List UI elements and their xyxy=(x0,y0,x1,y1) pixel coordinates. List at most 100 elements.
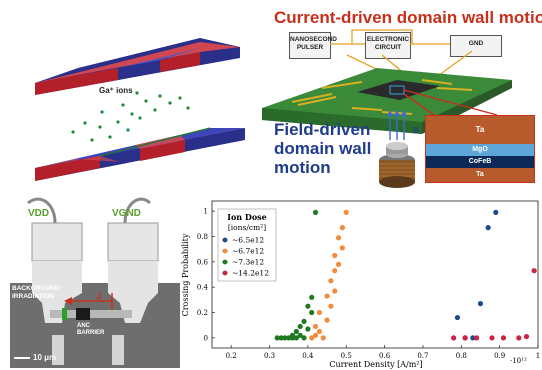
data-point xyxy=(309,335,315,341)
legend-label: ∼6.7e12 xyxy=(232,247,264,256)
data-point xyxy=(500,335,507,341)
x-tick-label: 0.4 xyxy=(302,352,314,360)
data-point xyxy=(301,335,307,341)
data-point xyxy=(328,278,334,284)
data-point xyxy=(516,335,522,341)
data-point xyxy=(297,332,303,338)
pulser-label: NANOSECOND PULSER xyxy=(290,36,337,51)
data-point xyxy=(477,301,484,307)
layer-ta-bottom: Ta xyxy=(426,168,534,182)
data-point xyxy=(485,225,491,231)
legend: Ion Dose [ions/cm²] ∼6.5e12 ∼6.7e12 ∼7.3e1… xyxy=(217,208,277,282)
data-point xyxy=(454,314,461,321)
data-point xyxy=(293,335,299,341)
data-point xyxy=(474,335,480,341)
x-tick-label: 0.6 xyxy=(379,352,391,360)
data-point xyxy=(470,335,476,341)
b-field-label: B xyxy=(413,126,419,135)
legend-label: ∼14.2e12 xyxy=(232,269,269,278)
data-point xyxy=(316,328,322,335)
crossing-probability-chart: 0.2 0.3 0.4 0.5 0.6 0.7 0.8 0.9 1 0 0.2 0.4 0.6 0.8 1… xyxy=(181,200,540,369)
current-driven-title: Current-driven domain wall motion xyxy=(274,8,542,27)
y-axis-label: Crossing Probability xyxy=(181,233,190,316)
pulser-box: NANOSECOND PULSER xyxy=(289,32,337,59)
y-tick-label: 0.4 xyxy=(197,284,209,292)
vdd-label: VDD xyxy=(28,208,50,219)
data-point xyxy=(320,335,326,341)
data-point xyxy=(328,303,334,309)
data-point xyxy=(462,335,468,341)
data-point xyxy=(297,323,303,330)
data-point xyxy=(339,245,345,251)
x-tick-label: 0.8 xyxy=(456,352,467,360)
legend-marker xyxy=(222,259,228,265)
x-tick-label: 0.2 xyxy=(226,352,237,360)
data-point xyxy=(312,323,319,330)
x-tick-label: 0.7 xyxy=(417,352,428,360)
legend-box xyxy=(217,208,277,282)
legend-subtitle: [ions/cm²] xyxy=(228,223,266,232)
data-point xyxy=(309,309,315,316)
layer-mgo: MgO xyxy=(426,144,534,156)
data-point xyxy=(305,326,311,332)
data-point xyxy=(278,335,284,341)
data-point xyxy=(332,288,338,294)
circuit-label: ELECTRONIC CIRCUIT xyxy=(366,36,410,51)
barrier-label: ANC BARRIER xyxy=(77,323,105,336)
lower-wire xyxy=(35,127,245,181)
data-point xyxy=(343,209,349,216)
y-tick-label: 0.2 xyxy=(197,309,208,317)
x-axis-label: Current Density [A/m²] xyxy=(329,360,422,369)
data-point xyxy=(274,335,280,341)
data-point xyxy=(286,335,292,341)
x-tick-label: 0.5 xyxy=(341,352,352,360)
y-tick-label: 1 xyxy=(204,208,208,216)
data-point xyxy=(301,318,307,324)
upper-wire xyxy=(35,38,240,95)
layer-ta-top: Ta xyxy=(426,116,534,144)
field-driven-title: Field-driven domain wall motion xyxy=(274,120,372,177)
x-multiplier: ·10¹² xyxy=(510,357,527,365)
circuit-box: ELECTRONIC CIRCUIT xyxy=(365,32,411,59)
data-point xyxy=(451,335,457,341)
x-tick-label: 0.9 xyxy=(494,352,505,360)
gnd-box: GND xyxy=(450,35,502,57)
data-point xyxy=(335,235,342,241)
legend-items: ∼6.5e12 ∼6.7e12 ∼7.3e12 ∼14.2e12 xyxy=(222,236,269,278)
x-axis-ticks: 0.2 0.3 0.4 0.5 0.6 0.7 0.8 0.9 1 xyxy=(226,345,540,360)
data-point xyxy=(312,209,319,216)
layer-cofeb: CoFeB xyxy=(426,156,534,168)
data-point xyxy=(282,335,288,341)
gnd-label: GND xyxy=(468,40,484,47)
data-point xyxy=(531,268,537,274)
data-point xyxy=(324,293,330,299)
legend-label: ∼6.5e12 xyxy=(232,236,264,245)
nanowire-illustration xyxy=(35,38,245,181)
ion-dots xyxy=(71,91,190,142)
data-point xyxy=(493,209,499,216)
data-point xyxy=(309,294,315,300)
data-points xyxy=(274,209,537,341)
vgnd-label: VGND xyxy=(112,208,141,219)
data-point xyxy=(312,332,319,338)
data-point xyxy=(332,268,338,274)
legend-label: ∼7.3e12 xyxy=(232,258,264,267)
data-point xyxy=(335,261,342,267)
layer-stack: Ta MgO CoFeB Ta xyxy=(425,115,535,183)
x-tick-label: 0.3 xyxy=(264,352,275,360)
legend-title: Ion Dose xyxy=(227,212,267,222)
legend-marker xyxy=(222,237,228,243)
legend-marker xyxy=(222,270,228,276)
y-tick-label: 0.6 xyxy=(197,258,209,266)
y-tick-label: 0.8 xyxy=(197,233,208,241)
x-tick-label: 1 xyxy=(536,352,540,360)
legend-marker xyxy=(222,248,228,254)
j-label: J xyxy=(96,291,102,301)
irradiation-label: BACKGROUND IRRADIATION xyxy=(12,285,60,300)
data-point xyxy=(489,335,495,341)
data-point xyxy=(523,333,530,340)
device-micrograph xyxy=(10,197,180,368)
data-point xyxy=(339,225,345,231)
data-point xyxy=(289,332,296,338)
data-point xyxy=(305,303,311,309)
